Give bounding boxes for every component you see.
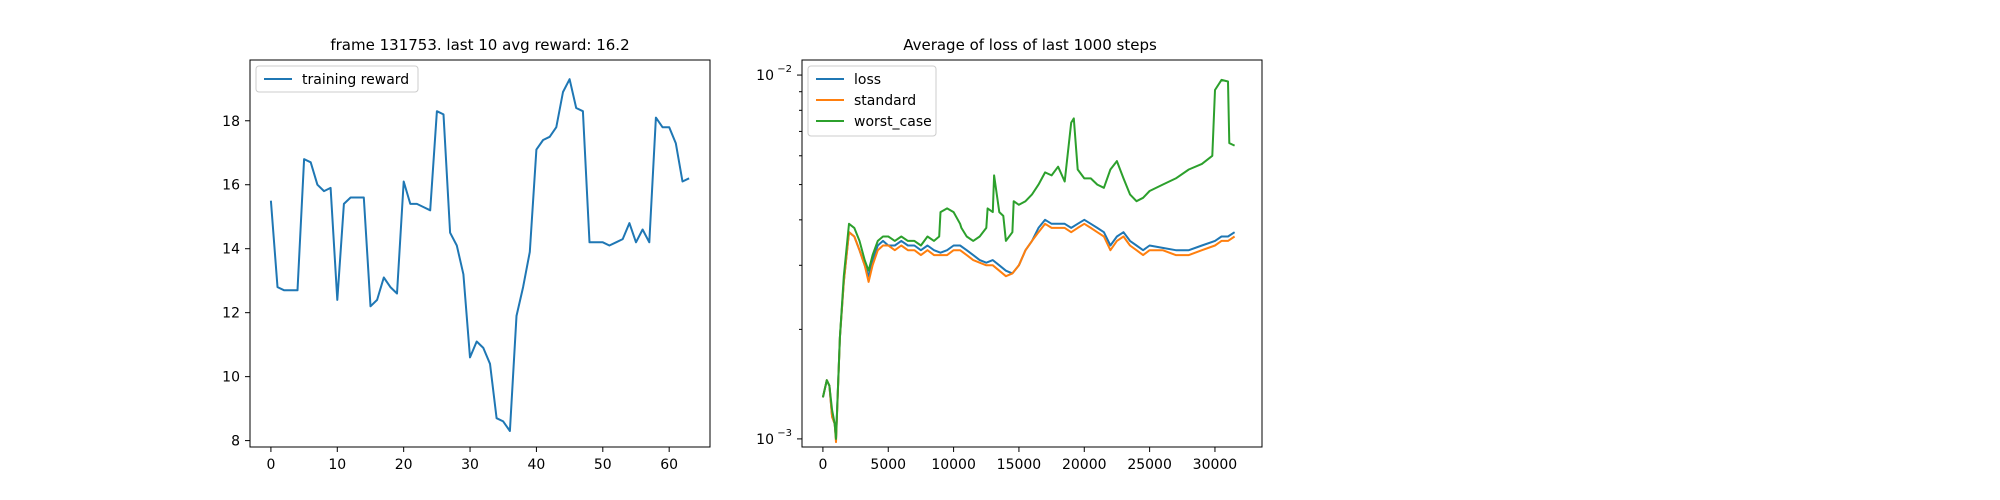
loss-chart-title: Average of loss of last 1000 steps <box>903 36 1157 54</box>
loss-axes-frame <box>801 59 1263 448</box>
reward-x-tick-label: 20 <box>395 457 413 473</box>
reward-y-tick-label: 14 <box>222 242 240 258</box>
loss-y-tick-label: 10 <box>756 68 774 84</box>
standard-series-line <box>821 222 1236 444</box>
loss-legend: loss standard worst_case <box>807 65 937 137</box>
loss-x-tick-label: 0 <box>818 457 827 473</box>
reward-y-tick-label: 16 <box>222 178 240 194</box>
worst-case-series-line <box>821 78 1236 440</box>
loss-x-tick-label: 20000 <box>1062 457 1107 473</box>
loss-legend-label-worst-case: worst_case <box>854 114 932 130</box>
reward-chart-title: frame 131753. last 10 avg reward: 16.2 <box>330 36 629 54</box>
reward-y-ticks: 8 10 12 14 16 18 <box>222 114 250 450</box>
reward-x-tick-label: 30 <box>461 457 479 473</box>
reward-y-tick-label: 18 <box>222 114 240 130</box>
reward-y-tick-label: 12 <box>222 306 240 322</box>
loss-legend-entry-worst-case: worst_case <box>816 114 932 130</box>
reward-legend-box <box>255 65 419 93</box>
training-reward-line <box>269 78 690 432</box>
loss-y-ticks: 10−310−2 <box>756 64 802 448</box>
loss-x-tick-label: 25000 <box>1127 457 1172 473</box>
reward-x-ticks: 0 10 20 30 40 50 60 <box>266 447 678 473</box>
reward-y-tick-label: 8 <box>231 434 240 450</box>
reward-plot-area: 0 10 20 30 40 50 60 8 10 12 14 16 18 training rewar… <box>222 59 711 473</box>
loss-legend-label-standard: standard <box>854 93 916 109</box>
loss-series-lines <box>821 78 1236 444</box>
reward-x-tick-label: 50 <box>594 457 612 473</box>
reward-x-tick-label: 40 <box>528 457 546 473</box>
loss-x-tick-label: 5000 <box>870 457 906 473</box>
loss-x-tick-label: 10000 <box>931 457 976 473</box>
reward-y-tick-label: 10 <box>222 370 240 386</box>
loss-x-tick-label: 30000 <box>1193 457 1238 473</box>
reward-legend-label: training reward <box>302 72 409 88</box>
reward-legend: training reward <box>255 65 419 93</box>
reward-x-tick-label: 0 <box>266 457 275 473</box>
loss-legend-entry-standard: standard <box>816 93 916 109</box>
loss-plot-area: 0 5000 10000 15000 20000 25000 30000 10−310−2 … <box>756 59 1263 473</box>
loss-chart: Average of loss of last 1000 steps 0 5000… <box>756 36 1263 473</box>
loss-legend-entry-loss: loss <box>816 72 881 88</box>
loss-y-tick-label: 10 <box>756 432 774 448</box>
loss-y-tick-exponent: −3 <box>777 428 792 439</box>
reward-x-tick-label: 10 <box>328 457 346 473</box>
loss-x-tick-label: 15000 <box>997 457 1042 473</box>
loss-x-ticks: 0 5000 10000 15000 20000 25000 30000 <box>818 447 1237 473</box>
loss-series-line <box>821 218 1236 440</box>
loss-legend-box <box>807 65 937 137</box>
reward-chart: frame 131753. last 10 avg reward: 16.2 0… <box>222 36 711 473</box>
loss-y-tick-exponent: −2 <box>777 64 792 75</box>
reward-axes-frame <box>249 59 711 448</box>
loss-legend-label-loss: loss <box>854 72 881 88</box>
reward-x-tick-label: 60 <box>660 457 678 473</box>
